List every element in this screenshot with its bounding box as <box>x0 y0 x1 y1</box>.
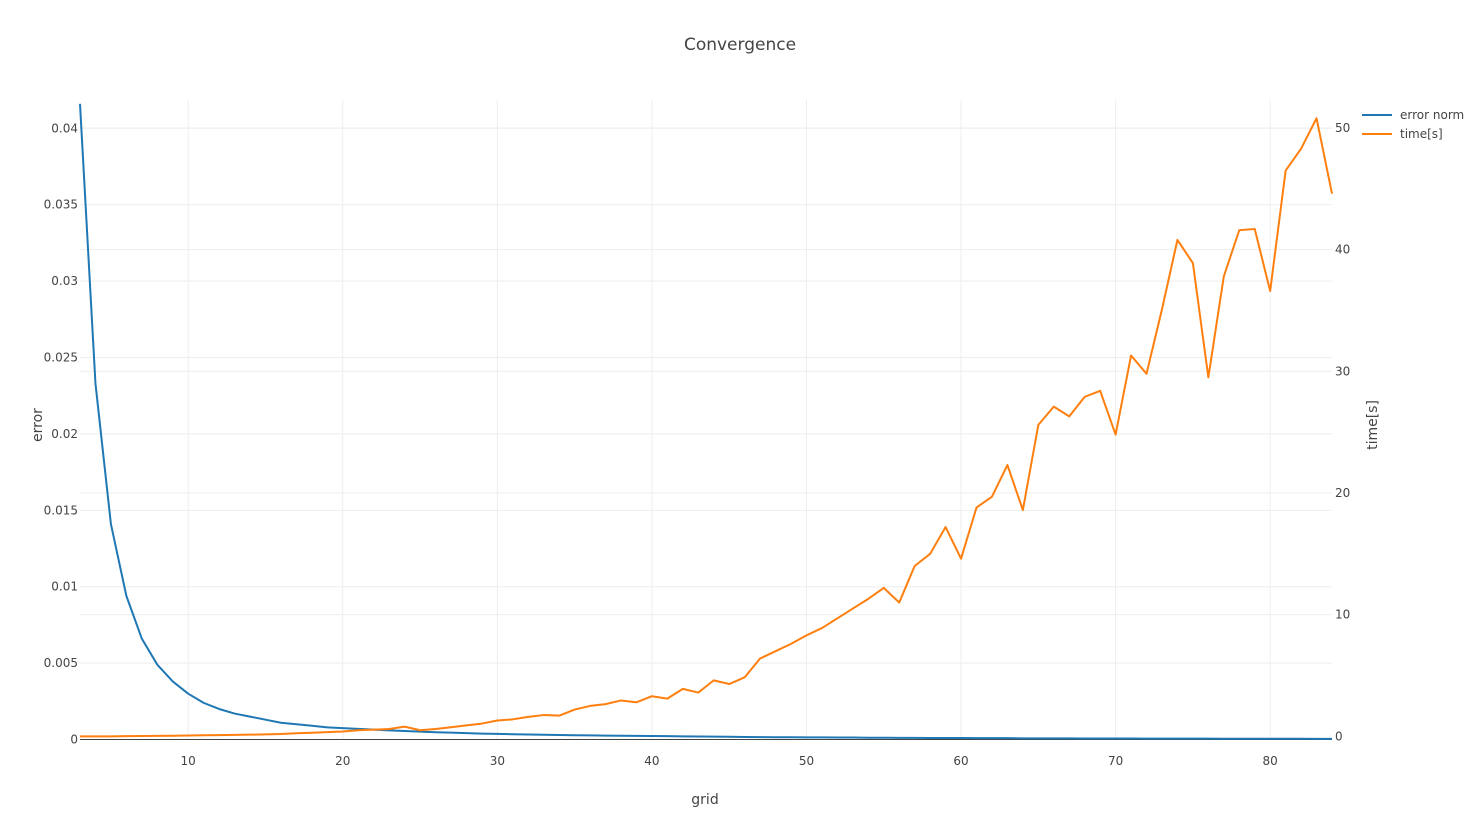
y-tick-label: 0 <box>70 733 78 747</box>
series-line-time <box>80 117 1333 738</box>
chart-title: Convergence <box>684 35 796 55</box>
y-tick-label: 0.01 <box>51 580 78 594</box>
x-tick-label: 50 <box>799 754 814 768</box>
legend[interactable]: error norm time[s] <box>1362 108 1464 141</box>
x-tick-label: 80 <box>1263 754 1278 768</box>
legend-label-time: time[s] <box>1400 127 1443 141</box>
x-axis-ticks: 10 20 30 40 50 60 70 80 <box>181 754 1278 768</box>
y2-tick-label: 30 <box>1335 364 1350 378</box>
y-tick-label: 0.03 <box>51 274 78 288</box>
x-tick-label: 20 <box>335 754 350 768</box>
y-tick-label: 0.025 <box>44 350 78 364</box>
y2-tick-label: 20 <box>1335 486 1350 500</box>
y2-axis-title: time[s] <box>1365 400 1381 450</box>
y2-tick-label: 40 <box>1335 243 1350 257</box>
y-tick-label: 0.04 <box>51 121 78 135</box>
y2-tick-label: 0 <box>1335 729 1343 743</box>
y-tick-label: 0.015 <box>44 503 78 517</box>
y2-tick-label: 50 <box>1335 121 1350 135</box>
legend-item-error-norm[interactable]: error norm <box>1362 108 1464 122</box>
legend-item-time[interactable]: time[s] <box>1362 127 1443 141</box>
y-axis-ticks: 0 0.005 0.01 0.015 0.02 0.025 0.03 0.035 0.04 <box>44 121 78 746</box>
x-tick-label: 70 <box>1108 754 1123 768</box>
y2-axis-ticks: 0 10 20 30 40 50 <box>1335 121 1350 743</box>
grid-lines <box>80 100 1332 740</box>
x-axis-title: grid <box>691 792 718 808</box>
y-tick-label: 0.02 <box>51 427 78 441</box>
y-tick-label: 0.005 <box>44 656 78 670</box>
y2-tick-label: 10 <box>1335 608 1350 622</box>
y-tick-label: 0.035 <box>44 198 78 212</box>
y-axis-title: error <box>30 408 46 442</box>
series-line-error-norm <box>79 103 1332 740</box>
x-tick-label: 40 <box>644 754 659 768</box>
x-tick-label: 10 <box>181 754 196 768</box>
x-tick-label: 30 <box>490 754 505 768</box>
x-tick-label: 60 <box>953 754 968 768</box>
series-lines <box>79 103 1333 740</box>
legend-label-error-norm: error norm <box>1400 108 1464 122</box>
